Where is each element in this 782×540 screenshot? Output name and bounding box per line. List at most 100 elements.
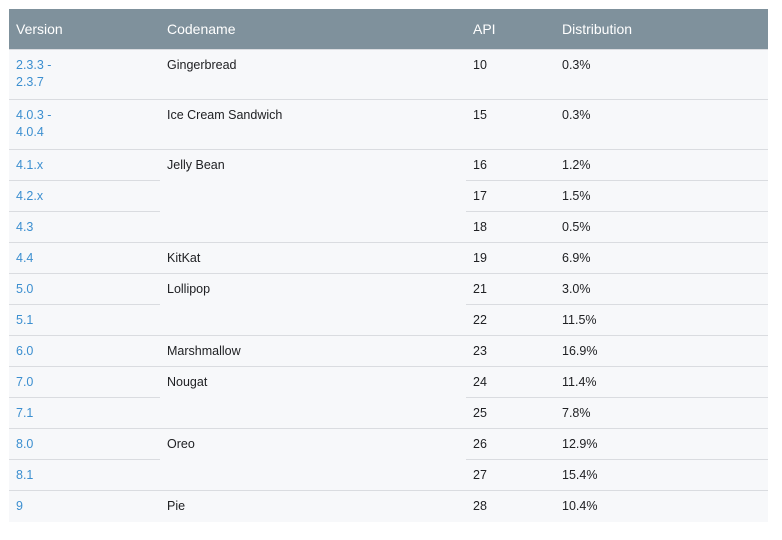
table-row: 8.0 Oreo 26 12.9% [9,428,768,491]
table-row: 4.3 18 0.5% [9,211,768,243]
version-label[interactable]: 4.4 [16,251,34,265]
header-row: Version Codename API Distribution [9,9,768,50]
api-cell: 27 [466,459,555,491]
version-link[interactable]: 4.3 [9,211,160,243]
version-label[interactable]: 4.3 [16,220,34,234]
codename-label: Gingerbread [167,58,237,72]
api-cell: 10 [466,49,555,100]
distribution-label: 7.8% [562,406,591,420]
table-row: 8.1 27 15.4% [9,459,768,491]
version-label[interactable]: 8.1 [16,468,34,482]
api-label: 19 [473,251,487,265]
codename-label: Oreo [167,437,195,451]
version-link[interactable]: 7.0 [9,366,160,398]
version-label[interactable]: 9 [16,499,23,513]
distribution-label: 1.5% [562,189,591,203]
api-cell: 15 [466,99,555,150]
api-cell: 24 [466,366,555,398]
table-row: 4.4 KitKat 19 6.9% [9,242,768,274]
distribution-cell: 0.3% [555,99,768,150]
distribution-cell: 10.4% [555,490,768,522]
version-link[interactable]: 4.4 [9,242,160,274]
distribution-table-container: Version Codename API Distribution 2.3.3 … [9,9,768,522]
table-row: 4.0.3 - 4.0.4 Ice Cream Sandwich 15 0.3% [9,99,768,150]
version-link[interactable]: 9 [9,490,160,522]
api-label: 17 [473,189,487,203]
version-label[interactable]: 8.0 [16,437,34,451]
api-label: 26 [473,437,487,451]
codename-label: KitKat [167,251,201,265]
codename-cell: Pie [160,490,466,522]
codename-cell: Nougat [160,366,466,429]
distribution-cell: 0.3% [555,49,768,100]
distribution-label: 11.4% [562,375,597,389]
distribution-label: 12.9% [562,437,598,451]
version-link[interactable]: 6.0 [9,335,160,367]
version-label[interactable]: 4.1.x [16,158,44,172]
table-row: 6.0 Marshmallow 23 16.9% [9,335,768,367]
version-link[interactable]: 4.0.3 - 4.0.4 [9,99,160,150]
codename-cell: Ice Cream Sandwich [160,99,466,150]
version-link[interactable]: 8.0 [9,428,160,460]
distribution-cell: 1.2% [555,149,768,181]
codename-label: Nougat [167,375,208,389]
api-label: 21 [473,282,487,296]
codename-cell: Jelly Bean [160,149,466,243]
version-label[interactable]: 2.3.3 - 2.3.7 [16,58,52,89]
table-row: 7.1 25 7.8% [9,397,768,429]
table-row: 5.0 Lollipop 21 3.0% [9,273,768,336]
distribution-label: 16.9% [562,344,598,358]
table-row: 9 Pie 28 10.4% [9,490,768,522]
distribution-cell: 15.4% [555,459,768,491]
distribution-cell: 12.9% [555,428,768,460]
table-header: Version Codename API Distribution [9,9,768,50]
version-link[interactable]: 5.0 [9,273,160,305]
table-row: 4.1.x Jelly Bean 16 1.2% [9,149,768,243]
api-label: 10 [473,58,487,72]
codename-label: Marshmallow [167,344,241,358]
codename-label: Jelly Bean [167,158,225,172]
version-link[interactable]: 4.1.x [9,149,160,181]
api-cell: 23 [466,335,555,367]
api-label: 16 [473,158,487,172]
version-label[interactable]: 7.0 [16,375,34,389]
header-version[interactable]: Version [9,9,160,50]
distribution-cell: 3.0% [555,273,768,305]
version-label[interactable]: 5.1 [16,313,34,327]
distribution-label: 6.9% [562,251,591,265]
header-codename[interactable]: Codename [160,9,466,50]
distribution-cell: 16.9% [555,335,768,367]
header-distribution[interactable]: Distribution [555,9,768,50]
version-label[interactable]: 6.0 [16,344,34,358]
version-link[interactable]: 2.3.3 - 2.3.7 [9,49,160,100]
distribution-label: 11.5% [562,313,597,327]
header-api[interactable]: API [466,9,555,50]
api-label: 28 [473,499,487,513]
codename-cell: Oreo [160,428,466,491]
distribution-cell: 7.8% [555,397,768,429]
api-label: 25 [473,406,487,420]
distribution-cell: 0.5% [555,211,768,243]
version-link[interactable]: 8.1 [9,459,160,491]
api-cell: 28 [466,490,555,522]
version-link[interactable]: 7.1 [9,397,160,429]
version-label[interactable]: 4.2.x [16,189,44,203]
distribution-label: 15.4% [562,468,598,482]
distribution-cell: 11.5% [555,304,768,336]
table-row: 2.3.3 - 2.3.7 Gingerbread 10 0.3% [9,49,768,100]
table-body: 2.3.3 - 2.3.7 Gingerbread 10 0.3% 4.0.3 … [9,49,768,522]
version-label[interactable]: 5.0 [16,282,34,296]
api-cell: 18 [466,211,555,243]
version-label[interactable]: 7.1 [16,406,34,420]
api-label: 24 [473,375,487,389]
distribution-cell: 11.4% [555,366,768,398]
api-cell: 25 [466,397,555,429]
api-label: 23 [473,344,487,358]
api-cell: 17 [466,180,555,212]
version-label[interactable]: 4.0.3 - 4.0.4 [16,108,52,139]
codename-cell: Lollipop [160,273,466,336]
api-cell: 16 [466,149,555,181]
version-link[interactable]: 4.2.x [9,180,160,212]
distribution-label: 0.3% [562,108,591,122]
version-link[interactable]: 5.1 [9,304,160,336]
